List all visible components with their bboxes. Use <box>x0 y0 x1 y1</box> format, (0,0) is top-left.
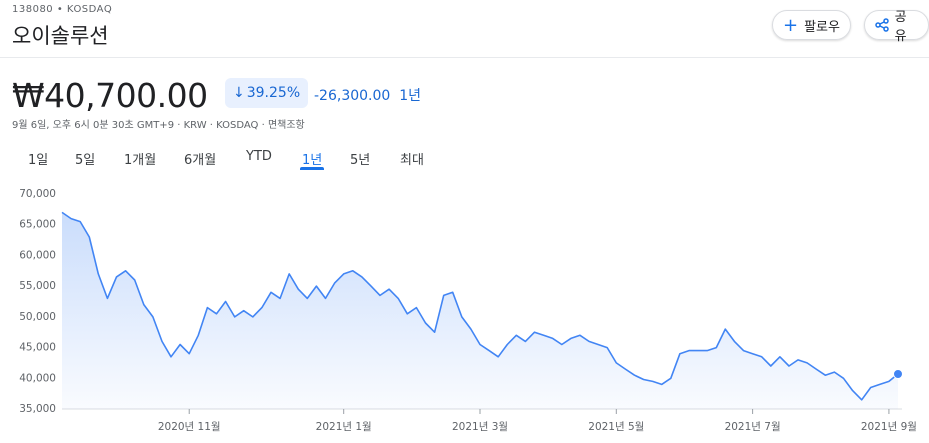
range-tab[interactable]: 5년 <box>350 153 371 168</box>
range-tab[interactable]: 1년 <box>302 153 323 168</box>
x-tick-label: 2020년 11월 <box>158 421 221 433</box>
meta: 9월 6일, 오후 6시 0분 30초 GMT+9 · KRW · KOSDAQ… <box>12 120 305 131</box>
x-tick-label: 2021년 5월 <box>588 421 644 433</box>
share-button[interactable]: 공유 <box>864 10 929 44</box>
y-tick-label: 55,000 <box>19 280 56 292</box>
range-tab[interactable]: 6개월 <box>184 153 217 168</box>
change-percent-badge: ↓ 39.25% <box>225 78 309 108</box>
change-percent: 39.25% <box>246 85 301 101</box>
y-tick-label: 70,000 <box>19 188 56 200</box>
y-tick-label: 65,000 <box>19 219 56 231</box>
follow-button[interactable]: + 팔로우 <box>772 10 851 40</box>
range-tab[interactable]: 5일 <box>75 153 96 168</box>
stock-name: 오이솔루션 <box>12 24 109 48</box>
share-label: 공유 <box>894 10 907 44</box>
area <box>62 212 898 409</box>
x-tick-label: 2021년 3월 <box>452 421 508 433</box>
follow-label: 팔로우 <box>804 19 840 35</box>
separator <box>0 57 929 58</box>
y-tick-label: 35,000 <box>19 403 56 415</box>
price: ₩40,700.00 <box>12 76 208 115</box>
y-tick-label: 40,000 <box>19 372 56 384</box>
share-icon <box>875 18 889 32</box>
range-tab[interactable]: YTD <box>246 149 272 164</box>
x-tick-label: 2021년 7월 <box>725 421 781 433</box>
current-point <box>893 368 903 379</box>
change-value: -26,300.00 <box>314 88 391 104</box>
range-tab[interactable]: 최대 <box>400 153 424 168</box>
change-period: 1년 <box>399 88 422 104</box>
y-tick-label: 60,000 <box>19 249 56 261</box>
x-tick-label: 2021년 9월 <box>861 421 917 433</box>
price-line <box>61 211 899 401</box>
ticker: 138080 • KOSDAQ <box>12 4 113 15</box>
y-tick-label: 45,000 <box>19 342 56 354</box>
x-tick-label: 2021년 1월 <box>316 421 372 433</box>
range-tab[interactable]: 1개월 <box>124 153 157 168</box>
range-tab[interactable]: 1일 <box>28 153 49 168</box>
change: -26,300.00 1년 <box>314 85 421 105</box>
active-tab-underline <box>300 167 324 170</box>
y-tick-label: 50,000 <box>19 311 56 323</box>
